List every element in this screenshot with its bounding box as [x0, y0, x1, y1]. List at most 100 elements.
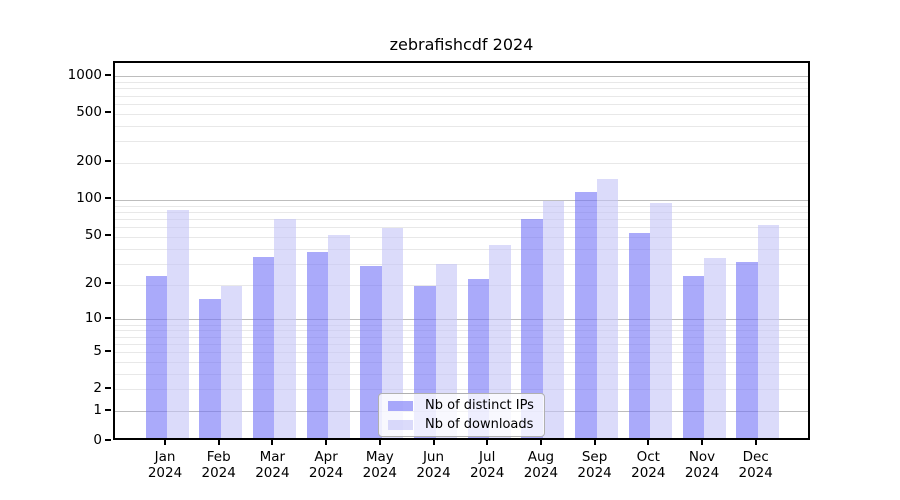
x-tick-year: 2024 — [523, 465, 559, 481]
minor-gridline — [115, 336, 808, 338]
y-tick-mark — [105, 197, 111, 200]
bar-downloads-nov — [704, 258, 726, 438]
bar-downloads-may — [381, 228, 404, 438]
x-tick-label-sep: Sep 2024 — [555, 449, 635, 481]
x-tick-month: Dec — [742, 449, 769, 465]
bar-downloads-sep — [596, 178, 619, 438]
y-tick-label: 50 — [84, 227, 102, 244]
minor-gridline — [115, 103, 808, 105]
minor-gridline — [115, 248, 808, 250]
x-tick-month: Aug — [527, 449, 555, 465]
x-tick-month: Oct — [636, 449, 660, 465]
bar-downloads-mar — [274, 219, 296, 438]
y-tick-mark — [105, 282, 111, 285]
bar-distinct-ips-dec — [736, 261, 758, 438]
x-tick-month: Jan — [154, 449, 176, 465]
minor-gridline — [115, 324, 808, 326]
minor-gridline — [115, 162, 808, 164]
x-tick-year: 2024 — [738, 465, 773, 481]
y-tick-label: 500 — [76, 104, 102, 121]
x-tick-mark — [593, 440, 596, 445]
bar-downloads-oct — [650, 202, 672, 438]
minor-gridline — [115, 218, 808, 220]
minor-gridline — [115, 82, 808, 84]
x-tick-year: 2024 — [470, 465, 505, 481]
legend-row-distinct-ips: Nb of distinct IPs — [388, 398, 536, 413]
x-tick-label-feb: Feb 2024 — [179, 449, 259, 481]
major-gridline — [115, 76, 808, 78]
y-tick-mark — [105, 349, 111, 352]
minor-gridline — [115, 373, 808, 375]
x-tick-label-apr: Apr 2024 — [286, 449, 366, 481]
bar-downloads-aug — [542, 200, 565, 438]
y-tick-label: 20 — [84, 275, 102, 292]
minor-gridline — [115, 205, 808, 207]
x-tick-label-oct: Oct 2024 — [608, 449, 688, 481]
minor-gridline — [115, 263, 808, 265]
x-tick-mark — [647, 440, 650, 445]
x-tick-month: Nov — [688, 449, 716, 465]
y-tick-label: 200 — [76, 153, 102, 170]
minor-gridline — [115, 88, 808, 90]
x-tick-mark — [432, 440, 435, 445]
x-tick-mark — [701, 440, 703, 445]
x-tick-month: Feb — [206, 449, 231, 465]
x-tick-year: 2024 — [631, 465, 666, 481]
y-tick-label: 2 — [93, 379, 102, 396]
y-tick-label: 1000 — [67, 66, 102, 83]
plot-area — [113, 61, 810, 440]
legend-swatch-distinct-ips — [388, 400, 413, 411]
x-tick-month: Jun — [422, 449, 445, 465]
bar-downloads-jan — [167, 209, 189, 438]
x-tick-year: 2024 — [362, 465, 397, 481]
bar-downloads-jul — [489, 245, 511, 438]
x-tick-month: Apr — [314, 449, 338, 465]
bar-downloads-dec — [757, 225, 780, 438]
minor-gridline — [115, 227, 808, 229]
x-tick-mark — [164, 440, 166, 445]
bar-distinct-ips-feb — [199, 299, 221, 438]
minor-gridline — [115, 113, 808, 115]
y-tick-mark — [105, 386, 111, 389]
x-tick-mark — [486, 440, 489, 445]
x-tick-mark — [271, 440, 274, 445]
x-tick-year: 2024 — [201, 465, 236, 481]
minor-gridline — [115, 352, 808, 353]
y-tick-mark — [105, 160, 111, 163]
x-tick-mark — [754, 440, 757, 445]
y-tick-label: 10 — [84, 309, 102, 326]
x-tick-month: Mar — [259, 449, 286, 465]
bar-distinct-ips-nov — [682, 276, 704, 438]
bar-distinct-ips-sep — [575, 192, 597, 438]
x-tick-label-aug: Aug 2024 — [501, 449, 581, 481]
x-tick-month: Sep — [581, 449, 608, 465]
y-tick-label: 5 — [93, 342, 102, 359]
x-tick-year: 2024 — [684, 465, 720, 481]
bar-downloads-feb — [220, 286, 243, 438]
minor-gridline — [115, 211, 808, 213]
minor-gridline — [115, 343, 808, 345]
y-tick-label: 1 — [93, 401, 102, 418]
x-tick-label-dec: Dec 2024 — [716, 449, 796, 481]
x-tick-label-jul: Jul 2024 — [447, 449, 527, 481]
y-tick-mark — [105, 73, 111, 76]
bar-distinct-ips-oct — [628, 233, 651, 438]
minor-gridline — [115, 330, 808, 332]
minor-gridline — [115, 361, 808, 363]
y-tick-mark — [105, 439, 111, 441]
minor-gridline — [115, 125, 808, 127]
chart-title: zebrafishcdf 2024 — [389, 35, 534, 54]
x-tick-year: 2024 — [147, 465, 183, 481]
legend-swatch-downloads — [388, 419, 413, 430]
x-tick-mark — [378, 440, 381, 445]
bar-distinct-ips-mar — [252, 256, 275, 438]
x-tick-label-jun: Jun 2024 — [394, 449, 474, 481]
bar-distinct-ips-aug — [521, 218, 543, 438]
x-tick-mark — [217, 440, 220, 445]
legend: Nb of distinct IPs Nb of downloads — [378, 393, 545, 437]
x-tick-mark — [325, 440, 328, 445]
minor-gridline — [115, 95, 808, 97]
legend-label-downloads: Nb of downloads — [425, 417, 534, 432]
x-tick-year: 2024 — [308, 465, 344, 481]
